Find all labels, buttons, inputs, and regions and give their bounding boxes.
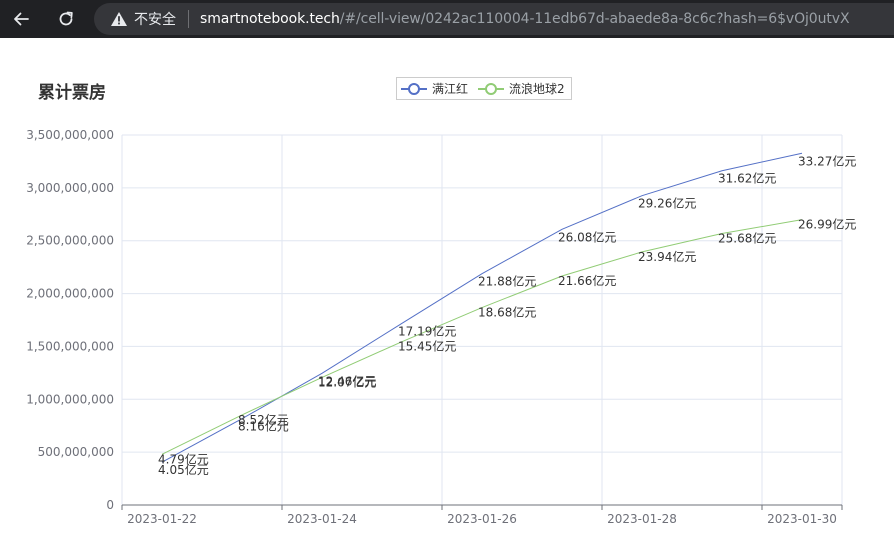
data-label: 23.94亿元 bbox=[638, 249, 696, 264]
data-label: 8.16亿元 bbox=[238, 419, 289, 434]
data-label: 12.07亿元 bbox=[318, 374, 376, 389]
y-tick-label: 2,000,000,000 bbox=[26, 287, 114, 301]
y-tick-label: 0 bbox=[106, 498, 114, 512]
series-line-1 bbox=[161, 219, 803, 455]
back-arrow-icon bbox=[14, 12, 29, 26]
data-label: 21.88亿元 bbox=[478, 274, 536, 289]
legend-line-circle-icon bbox=[478, 82, 505, 95]
warning-triangle-icon[interactable] bbox=[110, 10, 128, 28]
security-status-label[interactable]: 不安全 bbox=[134, 12, 176, 28]
data-label: 29.26亿元 bbox=[638, 196, 696, 211]
data-label: 26.99亿元 bbox=[798, 217, 856, 232]
reload-button[interactable] bbox=[51, 4, 81, 34]
data-label: 4.79亿元 bbox=[158, 451, 209, 466]
data-label: 33.27亿元 bbox=[798, 153, 856, 168]
data-label: 15.45亿元 bbox=[398, 339, 456, 354]
chart-legend: 满江红 流浪地球2 bbox=[396, 77, 572, 100]
data-label: 18.68亿元 bbox=[478, 305, 536, 320]
y-tick-label: 3,000,000,000 bbox=[26, 181, 114, 195]
y-tick-label: 1,500,000,000 bbox=[26, 339, 114, 353]
address-bar[interactable]: 不安全 smartnotebook.tech/#/cell-view/0242a… bbox=[94, 3, 894, 35]
data-label: 17.19亿元 bbox=[398, 323, 456, 338]
back-button[interactable] bbox=[6, 4, 36, 34]
x-tick-label: 2023-01-22 bbox=[127, 512, 197, 526]
x-tick-label: 2023-01-28 bbox=[607, 512, 677, 526]
data-label: 31.62亿元 bbox=[718, 171, 776, 186]
data-label: 12.46亿元 bbox=[318, 373, 376, 388]
url-text[interactable]: smartnotebook.tech/#/cell-view/0242ac110… bbox=[200, 11, 850, 27]
y-tick-label: 2,500,000,000 bbox=[26, 234, 114, 248]
x-tick-label: 2023-01-24 bbox=[287, 512, 357, 526]
y-tick-label: 3,500,000,000 bbox=[26, 128, 114, 142]
data-label: 4.05亿元 bbox=[158, 462, 209, 477]
url-path: /#/cell-view/0242ac110004-11edb67d-abaed… bbox=[339, 11, 850, 27]
legend-line-circle-icon bbox=[401, 82, 427, 95]
data-label: 25.68亿元 bbox=[718, 231, 776, 246]
y-tick-label: 1,000,000,000 bbox=[26, 392, 114, 406]
address-separator bbox=[188, 10, 189, 28]
url-host: smartnotebook.tech bbox=[200, 11, 340, 27]
legend-label-manjianghong: 满江红 bbox=[432, 82, 469, 96]
x-tick-label: 2023-01-26 bbox=[447, 512, 517, 526]
legend-item-manjianghong[interactable]: 满江红 bbox=[401, 80, 468, 97]
reload-icon bbox=[59, 11, 73, 26]
x-tick-label: 2023-01-30 bbox=[767, 512, 837, 526]
legend-item-liulangdiqiu2[interactable]: 流浪地球2 bbox=[478, 80, 565, 97]
data-label: 26.08亿元 bbox=[558, 229, 616, 244]
y-tick-label: 500,000,000 bbox=[38, 445, 114, 459]
series-line-0 bbox=[161, 152, 803, 463]
legend-label-liulangdiqiu2: 流浪地球2 bbox=[509, 82, 565, 96]
data-label: 8.52亿元 bbox=[238, 412, 289, 427]
browser-toolbar: 不安全 smartnotebook.tech/#/cell-view/0242a… bbox=[0, 0, 894, 38]
chart-title: 累计票房 bbox=[38, 83, 106, 103]
data-label: 21.66亿元 bbox=[558, 273, 616, 288]
